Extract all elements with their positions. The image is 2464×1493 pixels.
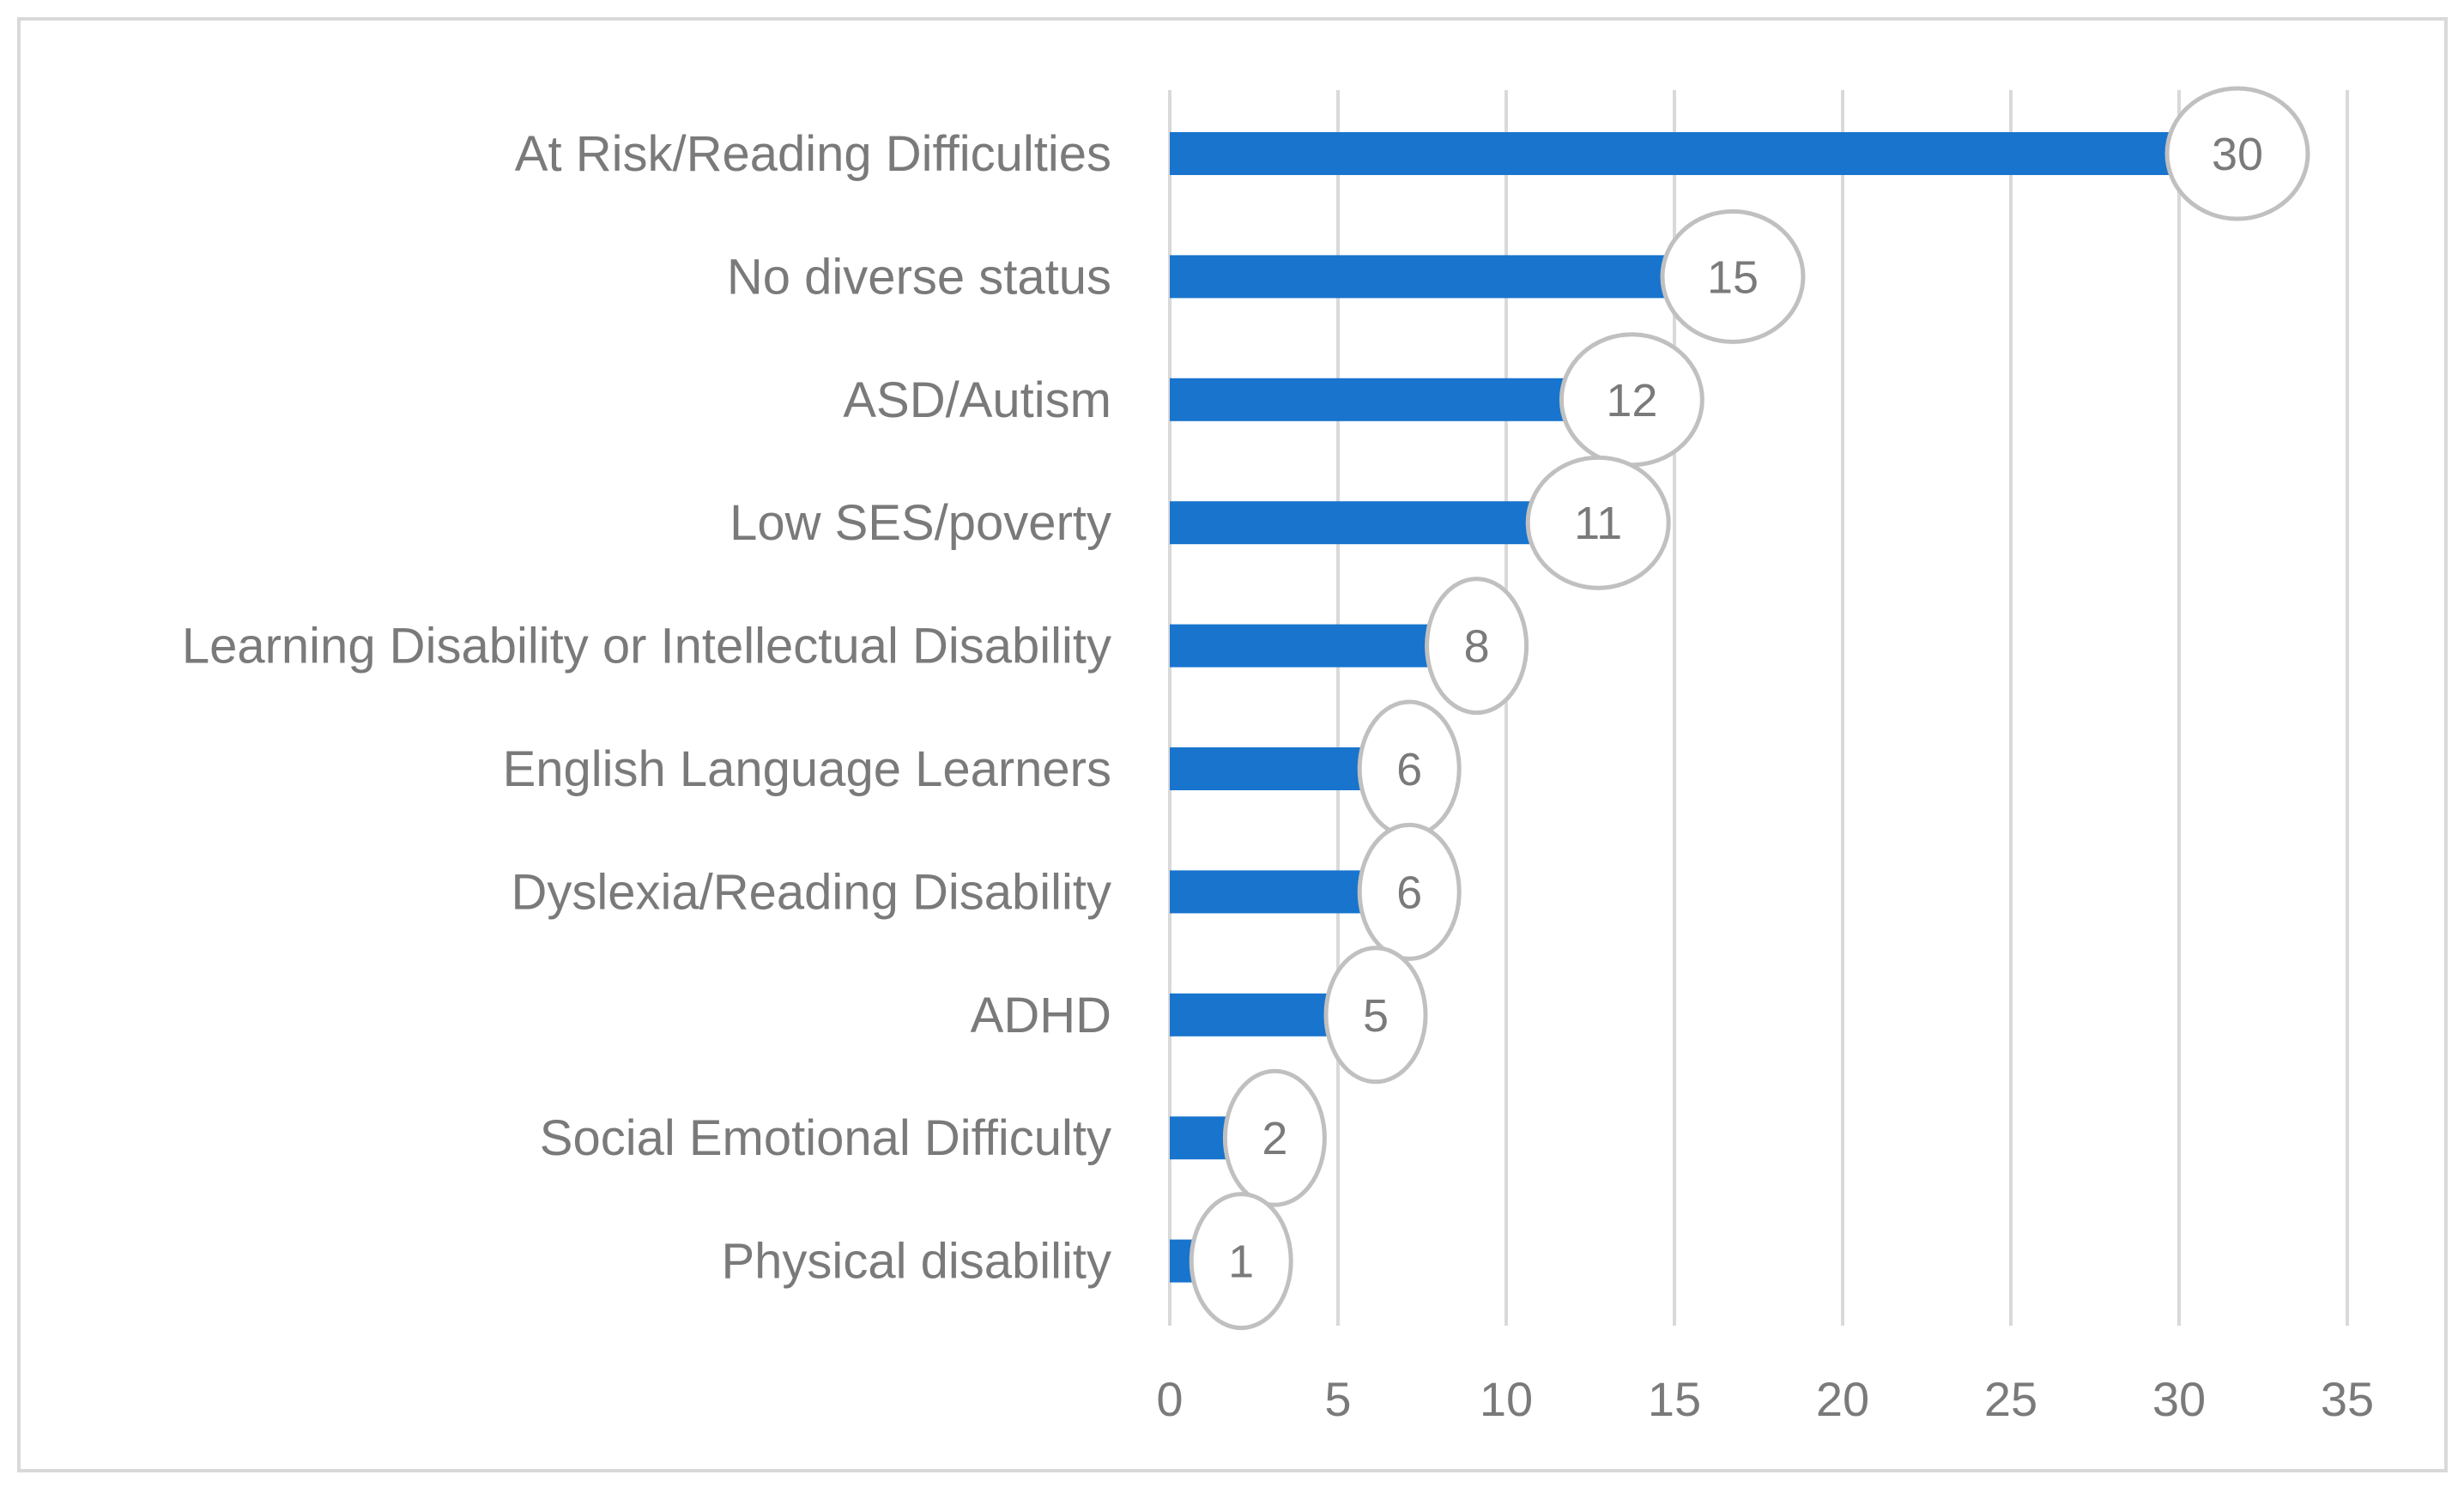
data-label: 30 <box>2212 129 2263 180</box>
x-tick-label: 25 <box>1984 1372 2037 1426</box>
category-label: At Risk/Reading Difficulties <box>515 126 1111 182</box>
category-label: Physical disability <box>721 1234 1111 1290</box>
x-tick-label: 35 <box>2321 1372 2374 1426</box>
data-label: 6 <box>1396 744 1422 795</box>
data-label-bubble <box>1222 1068 1327 1207</box>
bar <box>1170 747 1372 790</box>
x-tick-label: 10 <box>1480 1372 1533 1426</box>
data-labels: 30 15 12 11 8 6 6 5 2 1 <box>1189 86 2310 1331</box>
bar <box>1170 501 1541 545</box>
category-label: No diverse status <box>727 249 1111 305</box>
bar <box>1170 624 1439 668</box>
bar <box>1170 378 1574 421</box>
category-label: Dyslexia/Reading Disability <box>511 864 1111 920</box>
x-tick-label: 15 <box>1648 1372 1701 1426</box>
data-label: 15 <box>1707 251 1759 303</box>
category-label: English Language Learners <box>503 741 1111 797</box>
category-label: Low SES/poverty <box>730 495 1111 551</box>
data-label-bubble <box>1425 577 1529 716</box>
data-label-bubble <box>2164 86 2310 221</box>
x-tick-label: 5 <box>1324 1372 1351 1426</box>
category-label: Social Emotional Difficulty <box>540 1110 1111 1166</box>
data-label: 8 <box>1464 621 1490 673</box>
x-axis-ticks: 0 5 10 15 20 25 30 35 <box>1156 1372 2374 1426</box>
x-tick-label: 0 <box>1156 1372 1183 1426</box>
bar <box>1170 870 1372 914</box>
data-label: 6 <box>1396 867 1422 918</box>
category-labels: At Risk/Reading Difficulties No diverse s… <box>182 126 1111 1290</box>
data-label-bubble <box>1323 946 1428 1085</box>
data-label: 2 <box>1262 1113 1287 1164</box>
bar <box>1170 993 1338 1037</box>
category-label: ASD/Autism <box>843 372 1111 428</box>
category-label: ADHD <box>971 988 1111 1043</box>
bar <box>1170 132 2179 175</box>
data-label-bubble <box>1189 1192 1293 1331</box>
data-label: 12 <box>1606 375 1657 426</box>
data-label: 11 <box>1574 498 1622 549</box>
x-tick-label: 20 <box>1816 1372 1869 1426</box>
data-label: 5 <box>1363 990 1389 1042</box>
x-tick-label: 30 <box>2152 1372 2206 1426</box>
bar <box>1170 255 1674 299</box>
data-label-bubble <box>1660 209 1806 344</box>
data-label-bubble <box>1525 455 1671 590</box>
data-label: 1 <box>1228 1236 1254 1288</box>
data-label-bubble <box>1357 822 1462 961</box>
category-label: Learning Disability or Intellectual Disa… <box>182 619 1111 674</box>
